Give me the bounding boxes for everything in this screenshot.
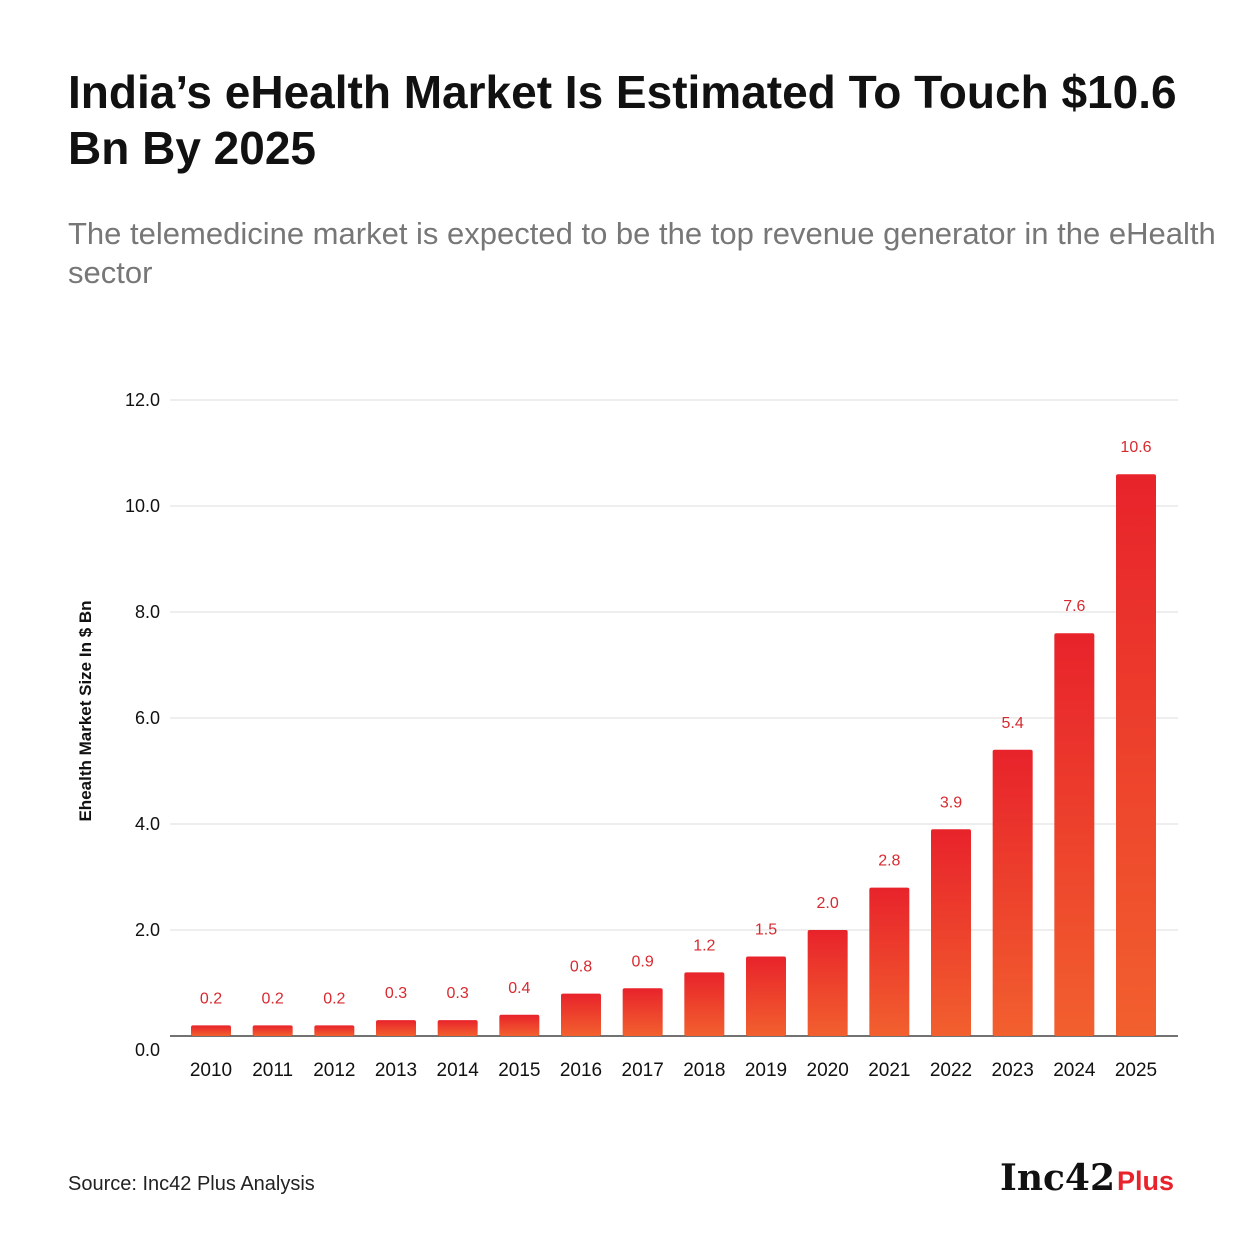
y-tick-label: 2.0 xyxy=(135,920,160,940)
value-labels: 0.2 0.2 0.2 0.3 0.3 0.4 0.8 0.9 1.2 1.5 2.0 2.8 3.9 5… xyxy=(200,439,1152,1007)
bar-2017 xyxy=(622,988,663,1036)
x-tick-label-2025: 2025 xyxy=(1115,1060,1157,1081)
y-tick-label: 0.0 xyxy=(135,1040,160,1060)
x-tick-label-2017: 2017 xyxy=(622,1060,664,1081)
bar-2020 xyxy=(807,930,848,1036)
value-label-2018: 1.2 xyxy=(693,937,715,954)
bar-2016 xyxy=(561,993,601,1036)
bar-2025 xyxy=(1116,474,1156,1036)
x-tick-label-2013: 2013 xyxy=(375,1060,417,1081)
y-tick-label: 12.0 xyxy=(125,390,160,410)
x-tick-label-2024: 2024 xyxy=(1053,1060,1096,1081)
inc42-plus-logo: Inc42 Plus xyxy=(1000,1157,1174,1207)
bar-2018 xyxy=(684,972,725,1036)
bar-2019 xyxy=(746,956,786,1036)
bar-2022 xyxy=(931,829,971,1036)
y-axis-label: Ehealth Market Size In $ Bn xyxy=(76,600,95,821)
value-label-2011: 0.2 xyxy=(262,990,284,1007)
value-label-2017: 0.9 xyxy=(632,953,654,970)
x-tick-label-2016: 2016 xyxy=(560,1060,602,1081)
logo-plus-text: Plus xyxy=(1117,1166,1175,1196)
value-label-2014: 0.3 xyxy=(447,985,469,1002)
y-axis-ticks: 0.0 2.0 4.0 6.0 8.0 10.0 12.0 xyxy=(125,390,160,1060)
x-tick-label-2015: 2015 xyxy=(498,1060,540,1081)
y-tick-label: 10.0 xyxy=(125,496,160,516)
x-tick-label-2010: 2010 xyxy=(190,1060,232,1081)
value-label-2021: 2.8 xyxy=(878,853,900,870)
bar-2010 xyxy=(191,1025,231,1036)
y-tick-label: 4.0 xyxy=(135,814,160,834)
x-tick-label-2012: 2012 xyxy=(313,1060,355,1081)
bar-2012 xyxy=(314,1025,355,1036)
chart-title: India’s eHealth Market Is Estimated To T… xyxy=(68,66,1177,174)
value-label-2010: 0.2 xyxy=(200,990,222,1007)
x-axis-ticks: 2010 2011 2012 2013 2014 2015 2016 2017 2018 2019… xyxy=(190,1060,1157,1081)
chart-subtitle: The telemedicine market is expected to b… xyxy=(68,216,1216,290)
value-label-2016: 0.8 xyxy=(570,959,592,976)
value-label-2025: 10.6 xyxy=(1120,439,1151,456)
x-tick-label-2018: 2018 xyxy=(683,1060,725,1081)
bar-2013 xyxy=(376,1020,416,1036)
bar-2014 xyxy=(437,1020,478,1036)
bar-2024 xyxy=(1054,633,1095,1036)
x-tick-label-2014: 2014 xyxy=(437,1060,480,1081)
value-label-2015: 0.4 xyxy=(508,980,530,997)
x-tick-label-2020: 2020 xyxy=(807,1060,849,1081)
value-label-2020: 2.0 xyxy=(817,895,839,912)
value-label-2012: 0.2 xyxy=(323,990,345,1007)
logo-wordmark: Inc42 xyxy=(1000,1157,1116,1199)
source-note: Source: Inc42 Plus Analysis xyxy=(68,1173,315,1195)
bar-2011 xyxy=(252,1025,293,1036)
value-label-2024: 7.6 xyxy=(1063,598,1085,615)
x-tick-label-2011: 2011 xyxy=(252,1060,293,1081)
bar-2015 xyxy=(499,1014,540,1036)
y-tick-label: 6.0 xyxy=(135,708,160,728)
x-tick-label-2021: 2021 xyxy=(868,1060,910,1081)
x-tick-label-2022: 2022 xyxy=(930,1060,972,1081)
bars xyxy=(191,474,1156,1036)
value-label-2013: 0.3 xyxy=(385,985,407,1002)
value-label-2019: 1.5 xyxy=(755,922,777,939)
bar-2023 xyxy=(992,749,1033,1036)
value-label-2023: 5.4 xyxy=(1002,715,1024,732)
x-tick-label-2023: 2023 xyxy=(992,1060,1034,1081)
bar-2021 xyxy=(869,887,910,1036)
x-tick-label-2019: 2019 xyxy=(745,1060,787,1081)
value-label-2022: 3.9 xyxy=(940,794,962,811)
y-tick-label: 8.0 xyxy=(135,602,160,622)
